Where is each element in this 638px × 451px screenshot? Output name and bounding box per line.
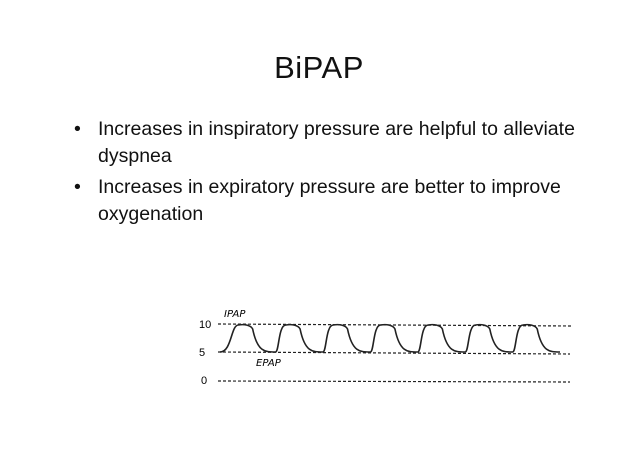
ipap-reference-line	[217, 323, 574, 327]
bullet-marker: •	[74, 118, 81, 140]
bullet-marker: •	[74, 176, 81, 198]
bullet-text: Increases in inspiratory pressure are he…	[98, 118, 575, 167]
epap-reference-line	[217, 351, 571, 355]
slide-title: BiPAP	[274, 50, 364, 85]
level-label-5: 5	[199, 347, 205, 359]
bullet-text: Increases in expiratory pressure are bet…	[98, 176, 561, 225]
bullet-item: • Increases in expiratory pressure are b…	[70, 174, 590, 228]
ipap-label: IPAP	[224, 309, 246, 320]
bullet-item: • Increases in inspiratory pressure are …	[70, 116, 590, 170]
level-label-10: 10	[199, 319, 211, 331]
epap-label: EPAP	[256, 358, 282, 369]
bipap-pressure-waveform	[219, 323, 561, 353]
level-label-0: 0	[201, 375, 207, 387]
zero-reference-line	[217, 380, 571, 383]
bullet-list: • Increases in inspiratory pressure are …	[70, 116, 590, 232]
